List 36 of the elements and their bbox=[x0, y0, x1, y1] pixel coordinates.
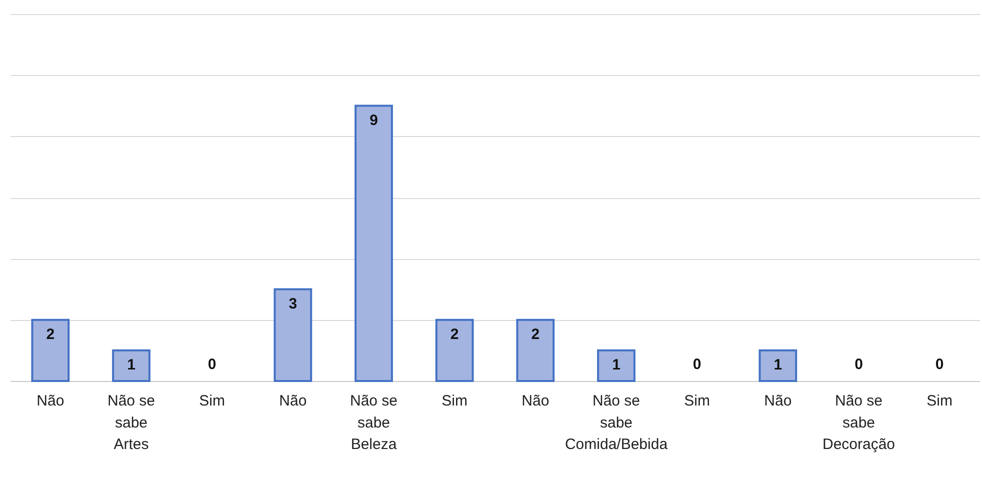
text: Beleza bbox=[350, 436, 398, 453]
x-tick-label: Não bbox=[764, 392, 792, 410]
x-tick-label: Não se sabe bbox=[350, 392, 398, 432]
bar bbox=[354, 104, 393, 382]
bar bbox=[274, 288, 312, 382]
data-label: 3 bbox=[288, 295, 298, 312]
x-tick-label: Sim bbox=[684, 392, 710, 410]
data-label: 2 bbox=[46, 326, 55, 343]
data-label: 0 bbox=[692, 356, 702, 373]
x-tick-label: Sim bbox=[199, 392, 226, 410]
x-tick-label: Não bbox=[522, 392, 550, 410]
x-tick-label: Sim bbox=[926, 392, 953, 410]
text: Comida/Bebida bbox=[564, 436, 668, 453]
data-label: 0 bbox=[854, 356, 863, 373]
x-tick-label: Não se sabe bbox=[107, 392, 156, 432]
x-tick-label: Não se sabe bbox=[834, 392, 883, 432]
data-label: 9 bbox=[370, 112, 378, 129]
data-label: 0 bbox=[208, 356, 216, 373]
text: Artes bbox=[114, 436, 149, 453]
text: Decoração bbox=[822, 436, 896, 453]
x-tick-label: Sim bbox=[442, 392, 468, 410]
bar bbox=[112, 349, 150, 382]
x-tick-label: Não bbox=[279, 392, 307, 410]
bar bbox=[435, 318, 474, 382]
bar bbox=[758, 349, 798, 382]
bar bbox=[597, 349, 636, 382]
x-tick-label: Não bbox=[36, 392, 64, 410]
data-label: 1 bbox=[127, 356, 136, 374]
bar bbox=[31, 318, 70, 382]
data-label: 1 bbox=[612, 356, 620, 374]
data-label: 2 bbox=[531, 326, 540, 343]
data-label: 1 bbox=[774, 356, 782, 374]
x-tick-label: Não se sabe bbox=[592, 392, 640, 432]
bar bbox=[516, 318, 555, 382]
data-label: 2 bbox=[450, 326, 459, 343]
data-label: 0 bbox=[935, 356, 944, 373]
